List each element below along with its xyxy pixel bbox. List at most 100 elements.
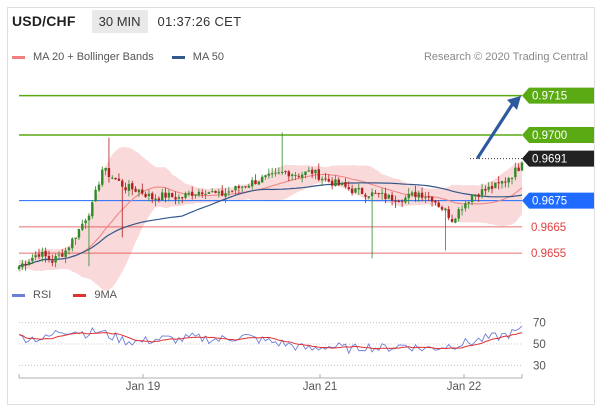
candle-body [457, 209, 460, 219]
forecast-arrow [476, 95, 521, 159]
rsi-line [18, 325, 523, 355]
candle-body [191, 191, 194, 196]
candle-body [420, 192, 424, 198]
candle-body [294, 174, 297, 176]
candle-body [447, 209, 450, 219]
candle-body [197, 191, 201, 196]
level-label-0.9665: 0.9665 [531, 222, 566, 234]
ma50-swatch [171, 55, 185, 59]
bollinger-fill [19, 147, 522, 291]
candle-body [204, 193, 207, 195]
candle-body [154, 198, 157, 201]
candle-body [470, 195, 474, 203]
ma20-swatch [12, 55, 25, 59]
candle-body [517, 167, 520, 171]
candle-body [487, 186, 490, 190]
candle-body [507, 178, 510, 183]
candle-body [367, 196, 370, 198]
x-tick-label: Jan 21 [303, 381, 338, 393]
candle-body [201, 192, 204, 195]
legend-rsi: RSI [12, 289, 51, 301]
ma20-label: MA 20 + Bollinger Bands [33, 51, 154, 63]
candle-body [374, 192, 377, 194]
rsi-tick-70: 70 [533, 318, 546, 330]
candle-body [220, 190, 224, 196]
candle-body [77, 228, 81, 238]
candle-body [184, 193, 187, 198]
candle-body [24, 263, 27, 266]
chart-header: USD/CHF 30 MIN 01:37:26 CET [12, 8, 241, 34]
candle-body [171, 193, 174, 197]
candle-body [47, 256, 51, 260]
candle-body [124, 187, 127, 191]
legend-ma20: MA 20 + Bollinger Bands [12, 51, 154, 63]
candle-body [111, 177, 114, 179]
candle-body [94, 189, 97, 202]
candle-body [464, 203, 467, 209]
level-label-0.9675: 0.9675 [532, 196, 567, 208]
ma50-line [18, 182, 523, 267]
candle-body [514, 167, 517, 178]
candle-body [274, 172, 277, 174]
bollinger-band [19, 147, 522, 291]
candle-body [240, 186, 244, 188]
forecast-arrow-head [507, 95, 521, 110]
candle-body [314, 169, 317, 174]
candle-body [31, 257, 34, 262]
candle-body [377, 193, 380, 195]
candle-body [354, 188, 357, 193]
candle-body [237, 186, 241, 188]
candle-body [114, 177, 117, 180]
candle-body [460, 209, 464, 211]
candle-body [384, 193, 387, 199]
candle-body [284, 171, 287, 173]
candle-body [397, 201, 400, 203]
candle-body [51, 260, 54, 263]
candle-body [81, 223, 84, 230]
candle-body [300, 174, 304, 178]
candle-body [164, 192, 167, 198]
candle-body [67, 247, 71, 251]
candle-body [167, 192, 171, 198]
candle-body [141, 189, 144, 194]
candle-body [480, 189, 484, 197]
candle-body [437, 202, 440, 207]
candle-body [474, 194, 477, 197]
ma9-label: 9MA [94, 289, 117, 301]
candle-body [357, 188, 360, 190]
candle-body [37, 254, 41, 257]
candle-body [394, 200, 397, 202]
candle-body [257, 181, 261, 185]
candle-body [84, 220, 87, 224]
level-tag-0.9675 [522, 192, 594, 209]
moving-averages [18, 173, 523, 267]
candle-body [137, 189, 141, 193]
candle-body [194, 194, 197, 196]
level-label-0.9691: 0.9691 [532, 154, 567, 166]
candle-body [467, 202, 470, 204]
candle-body [157, 198, 161, 201]
key-levels [19, 94, 522, 254]
candle-body [364, 194, 367, 197]
candle-body [510, 177, 514, 179]
candle-body [417, 192, 420, 198]
candle-body [104, 167, 107, 171]
candle-body [344, 182, 347, 187]
candle-body [270, 173, 274, 175]
candle-body [127, 184, 131, 191]
level-labels: 0.9715 0.9700 0.9691 0.9675 0.9665 0.9655 [522, 87, 594, 260]
candle-body [247, 185, 251, 188]
candle-body [484, 188, 487, 191]
timeframe-badge[interactable]: 30 MIN [91, 9, 148, 33]
candle-body [497, 182, 500, 184]
candle-body [21, 263, 24, 268]
candle-body [410, 192, 414, 195]
candle-body [500, 181, 504, 184]
candle-body [207, 192, 211, 194]
rsi-label: RSI [33, 289, 52, 301]
level-tag-0.9700 [522, 127, 594, 143]
candle-body [444, 208, 447, 211]
candle-body [230, 190, 234, 192]
candle-body [54, 256, 57, 263]
